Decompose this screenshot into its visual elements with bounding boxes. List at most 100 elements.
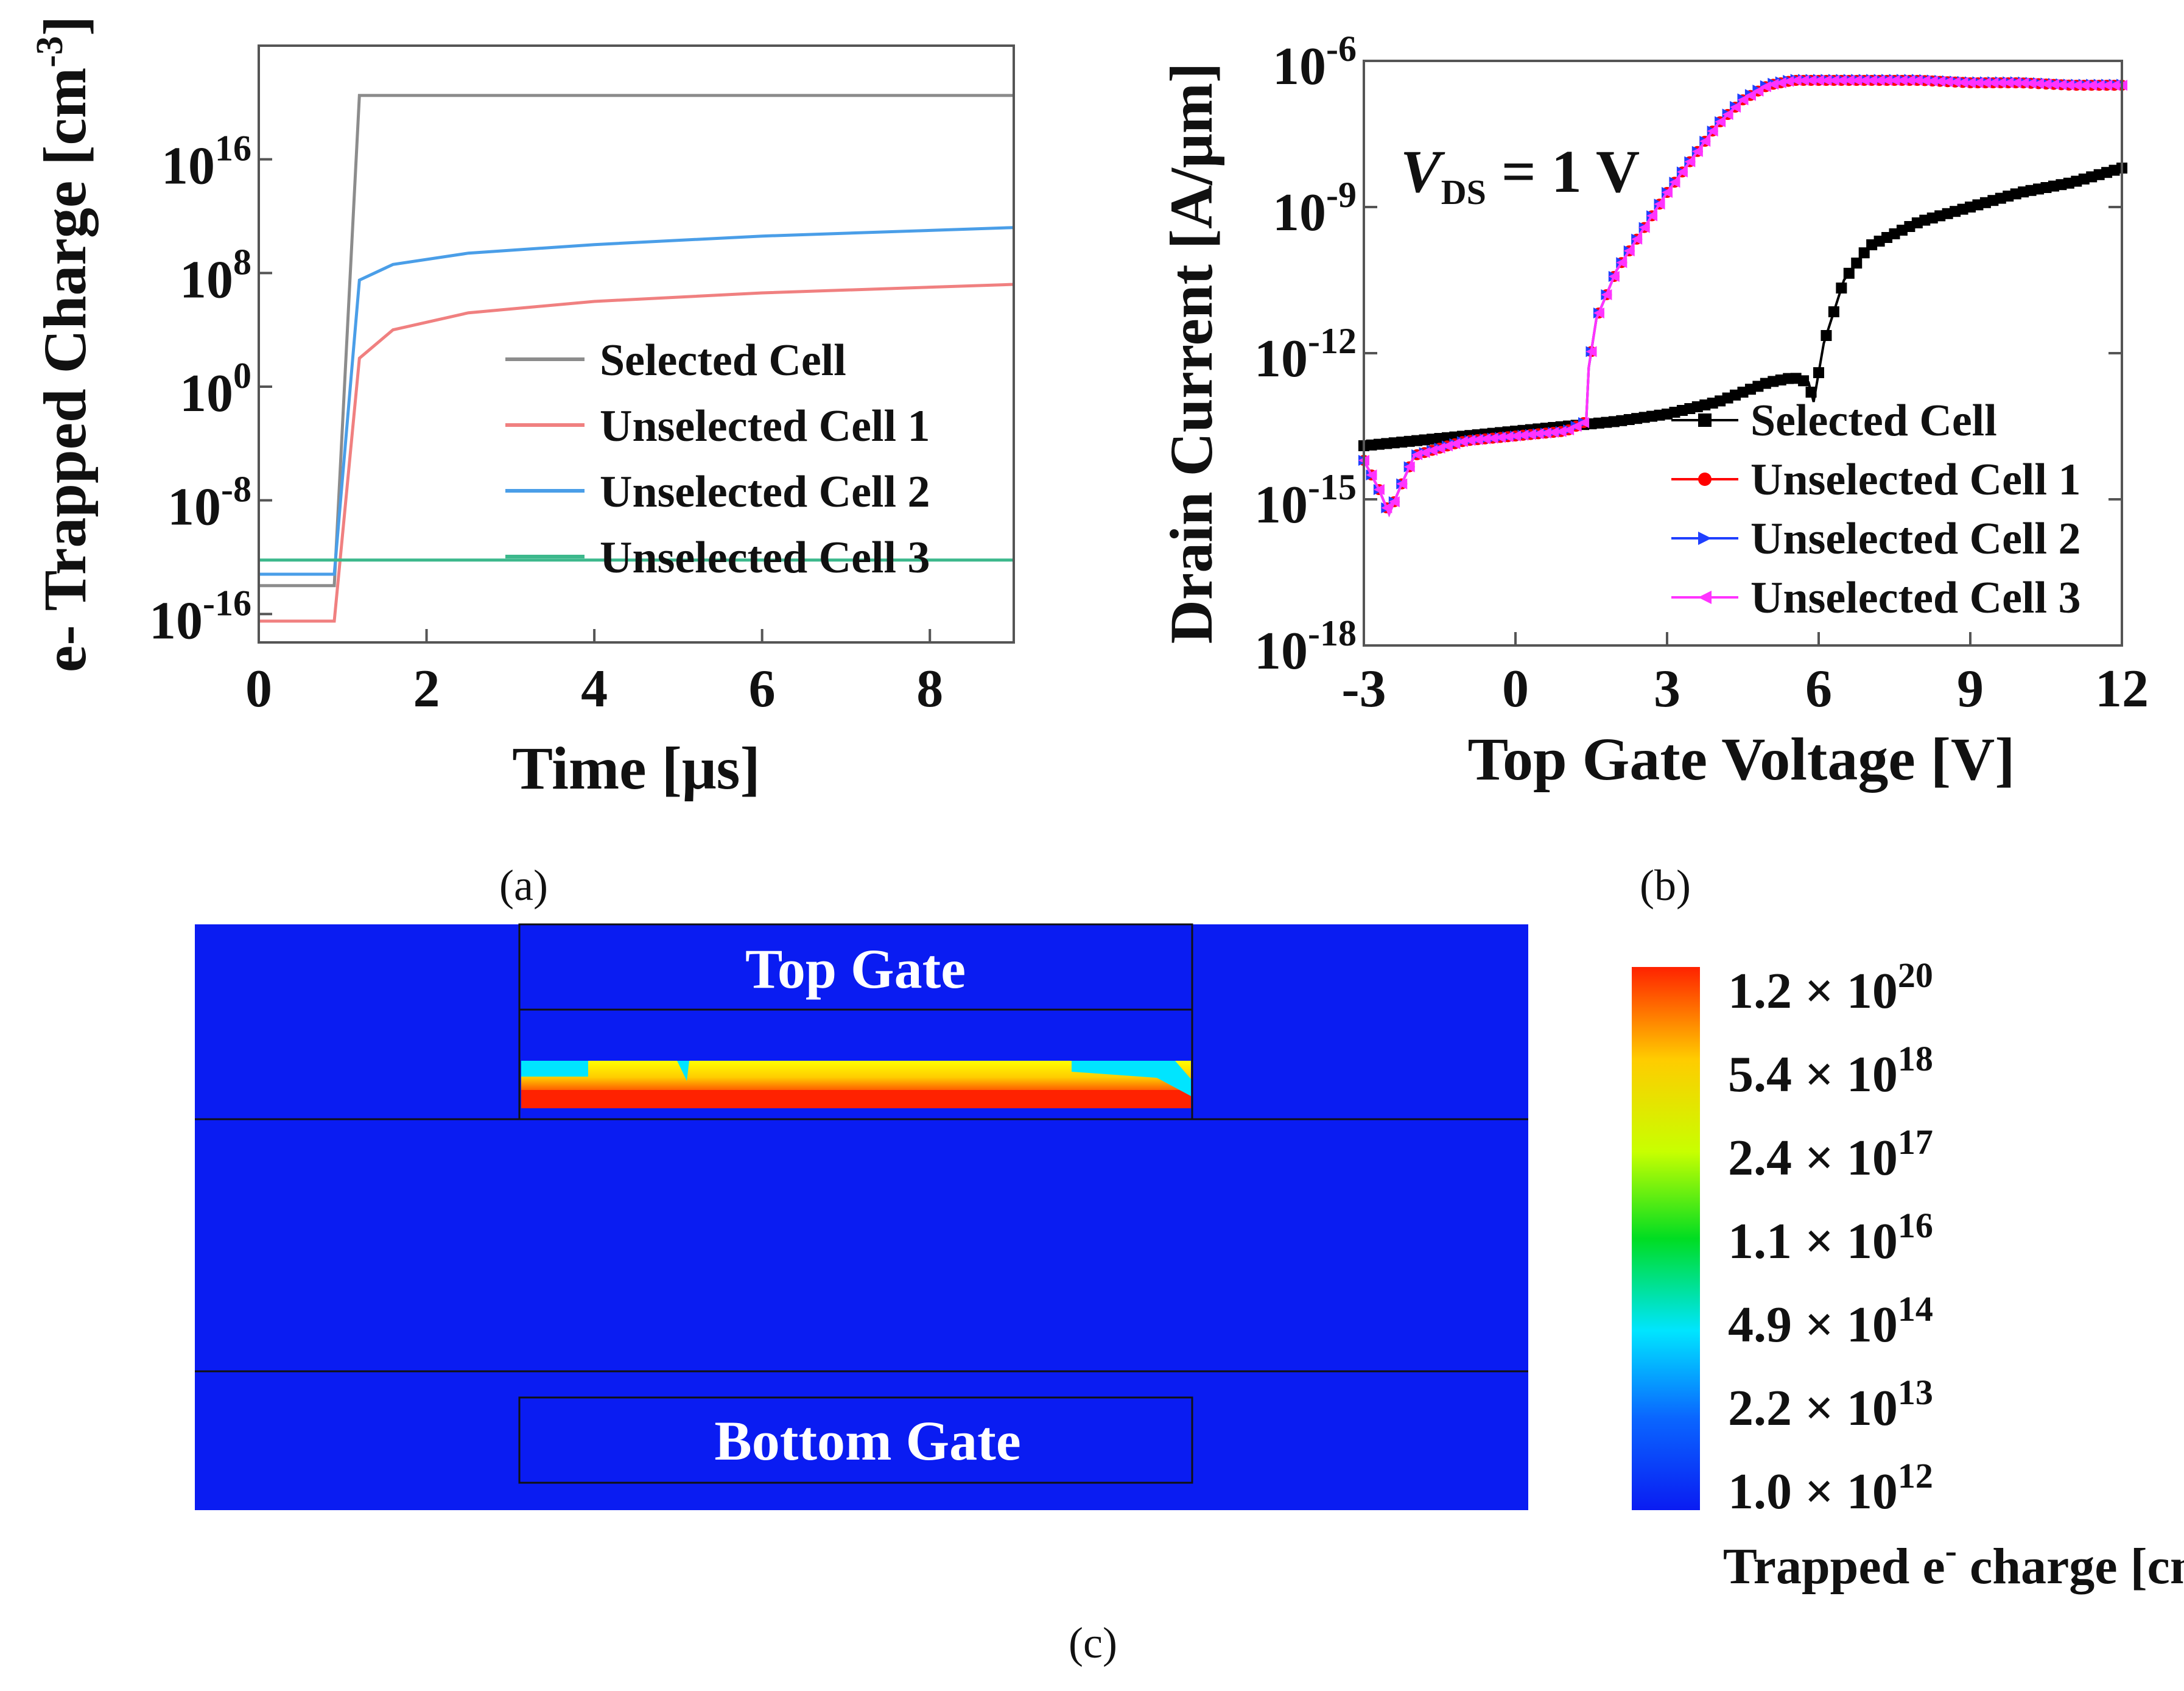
panel-b-x-tick-label: 0 <box>1502 659 1529 719</box>
panel-b-data-point <box>1821 330 1832 341</box>
panel-b-data-point <box>1950 76 1961 88</box>
panel-a-y-tick-label: 108 <box>180 242 251 309</box>
panel-b-series-line-2 <box>1363 79 2122 518</box>
panel-b-data-point <box>1979 77 1991 88</box>
panel-b-data-point <box>1456 436 1468 448</box>
panel-b-data-point <box>2086 80 2098 91</box>
panel-b-data-point <box>1752 85 1764 97</box>
panel-b-data-point <box>2063 79 2074 91</box>
panel-b-data-point <box>1843 75 1855 86</box>
panel-b-data-point <box>1821 75 1832 86</box>
panel-b-data-point <box>2010 77 2021 88</box>
panel-b-series-markers-3 <box>1358 74 2127 513</box>
panel-b-data-point <box>1889 75 1900 86</box>
panel-a-x-tick-label: 8 <box>916 659 943 719</box>
panel-a-legend-label: Unselected Cell 2 <box>600 467 930 517</box>
panel-b-data-point <box>1585 346 1597 357</box>
panel-b-data-point <box>1616 257 1627 269</box>
panel-b-data-point <box>1881 75 1893 86</box>
panel-b-data-point <box>1381 502 1392 513</box>
panel-b-data-point <box>1601 289 1612 300</box>
panel-b-data-point <box>2101 80 2113 91</box>
device-cross-section <box>195 924 1528 1510</box>
panel-b-data-point <box>1434 443 1445 454</box>
panel-b-legend-marker <box>1698 473 1712 486</box>
panel-a-y-ticks: 1016 108 100 10-8 10-16 <box>149 128 272 650</box>
panel-b-data-point <box>1654 199 1665 210</box>
panel-b-data-point <box>1813 75 1824 86</box>
panel-b-data-point <box>1965 77 1976 88</box>
panel-b-data-point <box>1783 76 1794 87</box>
trapped-charge-core <box>521 1090 1191 1108</box>
panel-a-plot-frame <box>258 44 1015 644</box>
panel-a-x-tick-label: 0 <box>245 659 272 719</box>
panel-a-y-tick-label: 100 <box>180 356 251 423</box>
panel-b-caption: (b) <box>1640 861 1691 910</box>
panel-b-data-point <box>1502 431 1514 443</box>
panel-b-data-point <box>1768 79 1779 90</box>
panel-b-data-point <box>1843 267 1855 279</box>
panel-b-x-tick-label: 12 <box>2095 659 2149 719</box>
panel-a-legend-label: Unselected Cell 1 <box>600 401 930 451</box>
panel-b-data-point <box>1942 76 1953 88</box>
panel-b-x-tick-label: 3 <box>1654 659 1680 719</box>
panel-b-series-markers-4 <box>1358 75 2127 513</box>
trapped-charge-notch <box>677 1061 689 1081</box>
panel-b-data-point <box>1411 449 1423 460</box>
panel-b-data-point <box>1691 146 1703 157</box>
panel-a-series-line-3 <box>259 226 1014 576</box>
panel-b-data-point <box>1866 75 1878 86</box>
panel-b-data-point <box>1403 461 1415 473</box>
panel-b-data-point <box>1828 75 1839 86</box>
panel-b-data-point <box>1805 75 1817 86</box>
panel-b-data-point <box>1578 417 1590 428</box>
panel-c-caption: (c) <box>1069 1619 1117 1667</box>
panel-b-data-point <box>1449 438 1461 449</box>
panel-a-legend-label: Selected Cell <box>600 336 846 385</box>
panel-b-annotation: VDS = 1 V <box>1400 138 1640 212</box>
panel-b-data-point <box>1517 429 1529 441</box>
panel-b-data-point <box>1427 445 1438 456</box>
panel-b-data-point <box>1419 447 1430 459</box>
panel-b-data-point <box>1472 434 1483 445</box>
panel-a-caption: (a) <box>499 861 548 910</box>
panel-a-y-axis-label: e- Trapped Charge [cm-3] <box>29 16 99 672</box>
panel-b-data-point <box>1669 177 1680 188</box>
panel-b-x-tick-label: 6 <box>1805 659 1832 719</box>
panel-b-data-point <box>2078 80 2090 91</box>
panel-b-legend-marker <box>1698 591 1712 604</box>
panel-b-data-point <box>1646 210 1658 222</box>
panel-b-data-point <box>1510 431 1521 441</box>
panel-b-y-tick-label: 10-15 <box>1254 467 1357 535</box>
panel-b-legend-label: Unselected Cell 2 <box>1750 514 2081 564</box>
panel-a-x-ticks: 0 2 4 6 8 <box>245 629 943 719</box>
panel-b-data-point <box>1995 77 2006 88</box>
panel-b-data-point <box>1487 432 1498 444</box>
panel-b-series-lines <box>1358 74 2127 518</box>
panel-b-data-point <box>1805 387 1817 398</box>
panel-b-y-axis-label: Drain Current [A/μm] <box>1157 63 1225 644</box>
panel-b-data-point <box>1790 75 1802 86</box>
panel-b-data-point <box>1593 308 1604 318</box>
panel-b-data-point <box>1836 75 1847 86</box>
panel-b-data-point <box>1662 187 1673 198</box>
panel-a-series-line-2 <box>259 283 1014 623</box>
panel-b-series-markers-2 <box>1358 75 2127 513</box>
colorbar-tick-label: 4.9 × 1014 <box>1728 1289 1933 1353</box>
panel-b-data-point <box>1957 77 1968 88</box>
panel-b-data-point <box>2018 77 2029 89</box>
panel-b-data-point <box>1631 233 1643 245</box>
panel-b-data-point <box>1911 75 1923 86</box>
panel-b-data-point <box>1813 367 1824 378</box>
panel-b-series-line-3 <box>1363 78 2122 518</box>
panel-a-series-lines <box>259 94 1014 623</box>
panel-b-y-tick-label: 10-12 <box>1254 321 1357 388</box>
panel-b-data-point <box>1388 496 1400 507</box>
panel-b-data-point <box>1775 77 1786 88</box>
panel-b-data-point <box>1373 484 1385 495</box>
panel-b-data-point <box>1896 75 1908 86</box>
panel-b-y-ticks: 10-6 10-9 10-12 10-15 10-18 <box>1254 29 2122 681</box>
panel-b-data-point <box>1533 428 1544 440</box>
panel-a-x-axis-label: Time [μs] <box>512 734 760 802</box>
